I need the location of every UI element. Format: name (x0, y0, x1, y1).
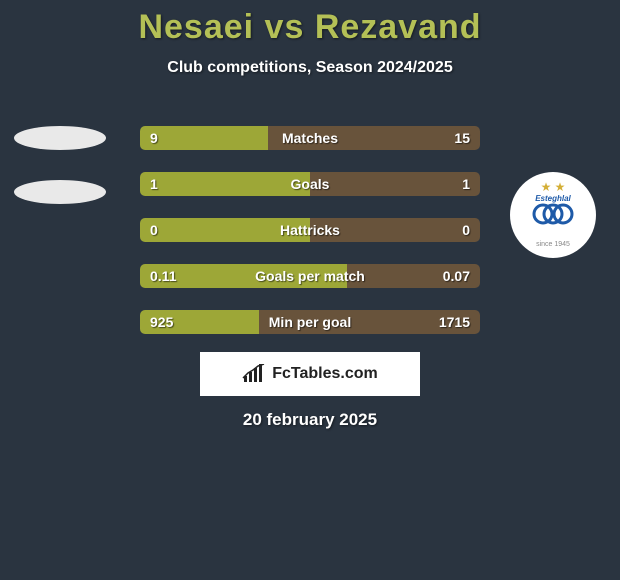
player-left-name: Nesaei (138, 8, 254, 46)
badge-shape-icon (14, 126, 106, 150)
date-label: 20 february 2025 (0, 410, 620, 430)
bar-label: Hattricks (140, 218, 480, 242)
bar-label: Min per goal (140, 310, 480, 334)
bar-label: Goals (140, 172, 480, 196)
rings-icon (531, 202, 575, 226)
subtitle: Club competitions, Season 2024/2025 (0, 59, 620, 77)
stat-bar: 00Hattricks (140, 218, 480, 242)
badge-est-text: since 1945 (536, 241, 570, 248)
chart-icon (242, 364, 266, 384)
attribution-label: FcTables.com (272, 365, 378, 383)
stat-bar: 0.110.07Goals per match (140, 264, 480, 288)
bar-label: Matches (140, 126, 480, 150)
comparison-infographic: Nesaei vs Rezavand Club competitions, Se… (0, 0, 620, 580)
page-title: Nesaei vs Rezavand (0, 0, 620, 47)
stars-icon: ★ ★ (541, 180, 566, 194)
club-badge-right: ★ ★ Esteghlal since 1945 (510, 172, 606, 268)
attribution-banner[interactable]: FcTables.com (200, 352, 420, 396)
bar-label: Goals per match (140, 264, 480, 288)
badge-circle-icon: ★ ★ Esteghlal since 1945 (510, 172, 596, 258)
club-badge-left (12, 110, 108, 206)
player-right-name: Rezavand (315, 8, 482, 46)
badge-shape-icon (14, 180, 106, 204)
vs-separator: vs (265, 8, 315, 46)
stat-bar: 9251715Min per goal (140, 310, 480, 334)
stat-bar: 11Goals (140, 172, 480, 196)
stats-bars: 915Matches 11Goals 00Hattricks 0.110.07Goal… (140, 126, 480, 356)
stat-bar: 915Matches (140, 126, 480, 150)
